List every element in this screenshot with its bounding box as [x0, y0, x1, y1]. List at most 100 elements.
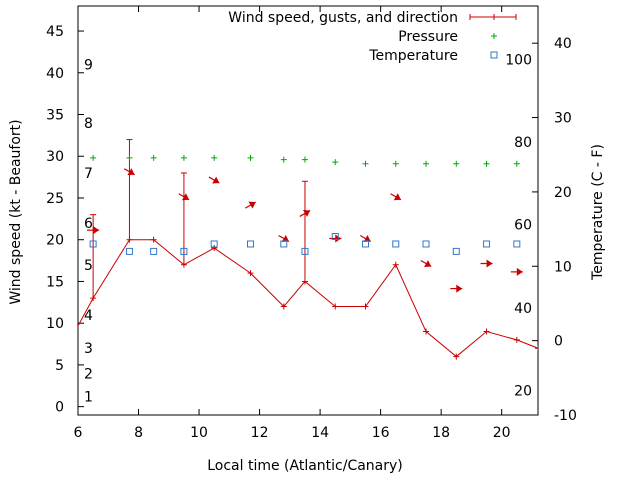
wind-direction-arrowhead	[486, 259, 493, 268]
pressure-point	[280, 156, 287, 163]
pressure-point	[90, 154, 97, 161]
wind-speed-point	[362, 303, 369, 310]
wind-direction-arrowhead	[516, 267, 523, 276]
x-tick-label: 20	[493, 425, 511, 441]
pressure-point	[483, 160, 490, 167]
y-right-axis-title: Temperature (C - F)	[590, 144, 606, 281]
legend-label: Temperature	[368, 48, 458, 64]
fahrenheit-label: 100	[505, 53, 532, 69]
legend-wind-marker	[491, 14, 497, 20]
label-group: Local time (Atlantic/Canary) Wind speed …	[8, 24, 606, 474]
pressure-point	[211, 154, 218, 161]
wind-speed-point	[513, 336, 520, 343]
beaufort-label: 1	[84, 390, 93, 406]
series-group	[72, 139, 538, 360]
y-right-tick-label: 0	[554, 334, 563, 350]
legend-pressure-marker	[491, 33, 497, 39]
legend: Wind speed, gusts, and direction Pressure…	[228, 10, 517, 64]
y-left-tick-label: 5	[55, 358, 64, 374]
wind-speed-point	[423, 328, 430, 335]
legend-label: Pressure	[398, 29, 458, 45]
x-tick-label: 14	[311, 425, 329, 441]
wind-speed-point	[247, 270, 254, 277]
y-left-tick-label: 10	[46, 316, 64, 332]
wind-direction-arrowhead	[212, 176, 220, 184]
pressure-point	[423, 160, 430, 167]
wind-speed-point	[150, 236, 157, 243]
x-tick-label: 8	[134, 425, 143, 441]
pressure-point	[453, 160, 460, 167]
temperature-point	[452, 247, 460, 255]
y-right-tick-label: 20	[554, 185, 572, 201]
temperature-point	[422, 240, 430, 248]
x-tick-label: 10	[190, 425, 208, 441]
temperature-point	[89, 240, 97, 248]
y-left-tick-label: 25	[46, 191, 64, 207]
x-tick-label: 18	[432, 425, 450, 441]
wind-direction-arrowhead	[456, 284, 463, 293]
temperature-point	[150, 247, 158, 255]
wind-direction-arrowhead	[363, 235, 371, 242]
plot-frame-group	[77, 5, 539, 416]
y-left-tick-label: 40	[46, 66, 64, 82]
temperature-point	[125, 247, 133, 255]
wind-speed-line	[78, 239, 538, 358]
temperature-point	[247, 240, 254, 248]
pressure-point	[301, 156, 308, 163]
beaufort-label: 7	[84, 166, 93, 182]
beaufort-label: 9	[84, 57, 93, 73]
pressure-point	[332, 159, 339, 166]
beaufort-label: 3	[84, 341, 93, 357]
beaufort-label: 4	[84, 308, 93, 324]
y-left-axis-title: Wind speed (kt - Beaufort)	[8, 119, 24, 304]
y-right-tick-label: 30	[554, 111, 572, 127]
wind-direction-arrowhead	[181, 193, 190, 201]
x-tick-label: 16	[372, 425, 390, 441]
x-tick-label: 12	[251, 425, 269, 441]
pressure-point	[180, 154, 187, 161]
beaufort-label: 2	[84, 366, 93, 382]
temperature-point	[483, 240, 491, 248]
fahrenheit-label: 40	[514, 301, 532, 317]
wind-speed-point	[392, 261, 399, 268]
temperature-point	[180, 247, 188, 255]
beaufort-label: 6	[84, 216, 93, 232]
temperature-point	[331, 233, 339, 241]
pressure-point	[247, 154, 254, 161]
beaufort-label: 8	[84, 116, 93, 132]
fahrenheit-label: 20	[514, 383, 532, 399]
y-left-tick-label: 0	[55, 400, 64, 416]
y-left-tick-label: 45	[46, 24, 64, 40]
y-right-tick-label: -10	[554, 408, 577, 424]
wind-direction-arrowhead	[127, 168, 135, 176]
wind-direction-arrowhead	[424, 260, 432, 267]
fahrenheit-label: 80	[514, 135, 532, 151]
x-tick-label: 6	[74, 425, 83, 441]
wind-direction-arrowhead	[281, 235, 289, 242]
pressure-point	[150, 154, 157, 161]
y-left-tick-label: 20	[46, 233, 64, 249]
y-right-tick-label: 40	[554, 36, 572, 52]
wind-direction-arrowhead	[248, 201, 256, 209]
wind-speed-point	[453, 353, 460, 360]
x-axis-title: Local time (Atlantic/Canary)	[207, 458, 403, 474]
temperature-point	[210, 240, 218, 248]
wind-speed-point	[332, 303, 339, 310]
temperature-point	[362, 240, 369, 248]
wind-speed-point	[211, 245, 218, 252]
pressure-point	[362, 160, 369, 167]
temperature-point	[280, 240, 288, 248]
pressure-point	[392, 160, 399, 167]
pressure-point	[513, 160, 520, 167]
legend-temperature-marker	[490, 51, 498, 59]
fahrenheit-label: 60	[514, 218, 532, 234]
wind-speed-point	[535, 345, 538, 352]
y-right-tick-label: 10	[554, 259, 572, 275]
y-left-tick-label: 15	[46, 274, 64, 290]
plot-border	[77, 5, 539, 416]
y-left-tick-label: 35	[46, 108, 64, 124]
temperature-point	[392, 240, 400, 248]
wind-speed-point	[72, 329, 78, 335]
wind-direction-arrowhead	[393, 193, 401, 201]
